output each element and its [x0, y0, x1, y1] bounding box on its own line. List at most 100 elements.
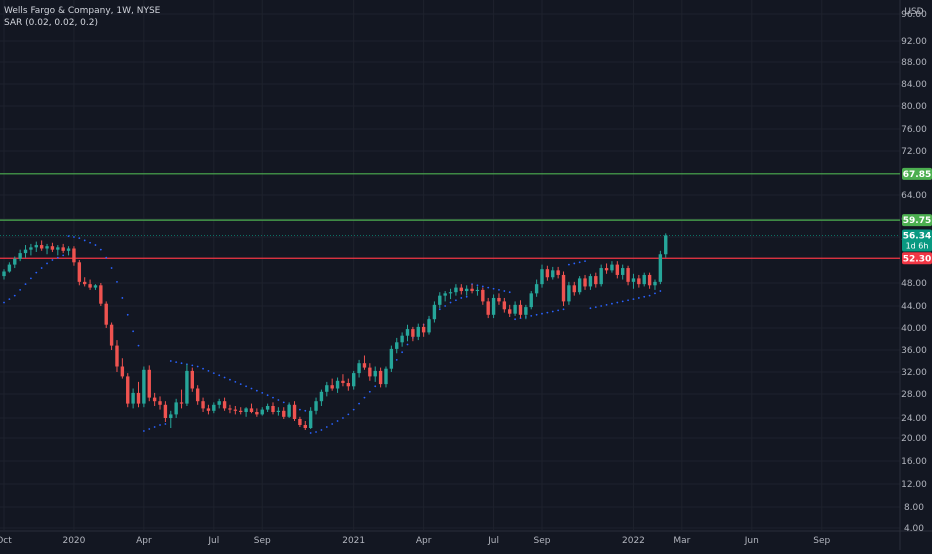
candle [179, 389, 184, 409]
candle-body [631, 278, 636, 282]
candle-body [346, 383, 351, 387]
sar-dot [611, 302, 613, 305]
sar-dot [110, 267, 113, 269]
sar-dot [266, 394, 269, 397]
sar-dot [659, 290, 662, 292]
candle [13, 256, 17, 269]
candle-body [588, 276, 593, 287]
candle [378, 367, 383, 388]
y-tick-label: 92.00 [901, 37, 927, 47]
candle [594, 272, 598, 288]
level-price-badge: 52.30 [902, 252, 932, 265]
y-tick-label: 80.00 [901, 102, 927, 112]
candle-body [411, 329, 415, 337]
sar-dot [304, 409, 307, 412]
candle [325, 381, 329, 397]
sar-dot [116, 280, 118, 283]
candle [195, 385, 200, 405]
candle-body [373, 370, 377, 377]
candle [45, 243, 49, 255]
candle-body [454, 287, 458, 293]
candle-body [195, 388, 200, 402]
candle-body [416, 326, 420, 337]
candle [637, 274, 641, 288]
candle [513, 301, 517, 316]
x-tick-label: Oct [0, 536, 12, 546]
candle-body [120, 366, 125, 377]
sar-dot [212, 372, 215, 374]
sar-dot [508, 291, 511, 294]
sar-dot [309, 432, 312, 434]
sar-dot [245, 385, 248, 388]
candle [303, 421, 307, 430]
candle [222, 397, 227, 411]
candle [255, 408, 259, 417]
level-badge-bg [902, 214, 932, 227]
sar-dot [196, 365, 199, 368]
sar-dot [148, 428, 151, 430]
sar-dot [272, 396, 274, 399]
sar-dot [637, 297, 640, 299]
candle-body [83, 281, 87, 285]
candle-body [540, 269, 544, 285]
candle [152, 392, 157, 406]
candle-body [169, 414, 173, 418]
candle-body [2, 271, 6, 277]
candle [438, 292, 442, 309]
y-tick-label: 28.00 [901, 390, 927, 400]
candle [384, 366, 388, 388]
candle [545, 265, 550, 281]
candle [201, 397, 205, 412]
candle [158, 396, 162, 410]
candle-body [292, 404, 297, 419]
candle-body [432, 304, 437, 320]
candle-body [217, 401, 221, 405]
sar-dot [73, 236, 75, 238]
candle-body [34, 245, 38, 248]
candle [443, 291, 447, 302]
sar-dot [105, 256, 108, 259]
candle [395, 337, 399, 354]
chart-title: Wells Fargo & Company, 1W, NYSE [4, 6, 161, 16]
candle-body [513, 304, 517, 314]
candle [104, 301, 108, 328]
level-badge-label: 59.75 [903, 216, 931, 226]
sar-dot [648, 294, 651, 297]
candle-body [604, 268, 609, 271]
candle [626, 265, 630, 286]
sar-dot [239, 383, 242, 385]
candle [126, 373, 130, 408]
candle-body [475, 289, 480, 292]
sar-dot [551, 310, 554, 313]
candle [39, 240, 44, 251]
candle-body [45, 246, 49, 249]
candle [88, 279, 92, 290]
sar-dot [481, 285, 484, 288]
candle [475, 286, 480, 296]
candle [588, 273, 593, 290]
y-tick-label: 72.00 [901, 147, 927, 157]
candle [362, 355, 367, 370]
candle-body [389, 348, 394, 369]
candle [66, 246, 71, 256]
sar-dot [19, 289, 22, 291]
candle [265, 403, 270, 412]
sar-dot [126, 313, 129, 316]
sar-dot [492, 287, 495, 290]
candle-body [395, 342, 399, 349]
candle-body [308, 410, 313, 428]
candle [405, 324, 410, 342]
candle [77, 260, 82, 286]
candle [23, 245, 28, 258]
candle [448, 288, 453, 300]
candle [163, 401, 168, 422]
sar-dot [594, 306, 597, 308]
candle-body [303, 425, 307, 428]
sar-dot [605, 303, 608, 306]
candle [389, 345, 394, 372]
candle-body [136, 392, 141, 404]
candle [115, 340, 119, 372]
